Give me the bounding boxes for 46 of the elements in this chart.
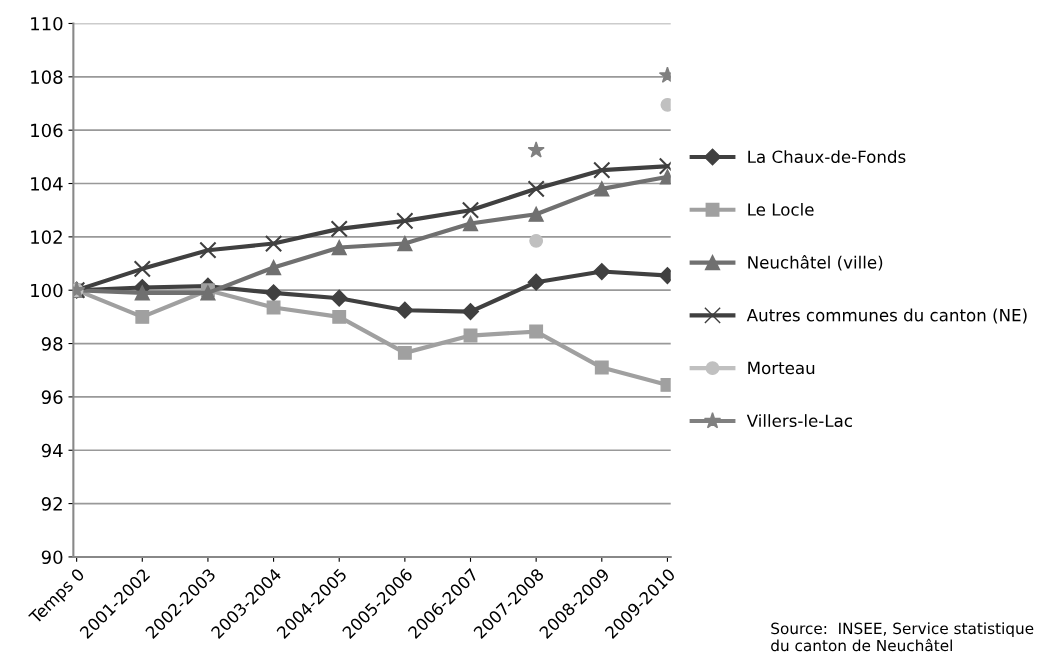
y-tick-label: 94 [41, 443, 63, 458]
point [264, 234, 283, 253]
point [462, 215, 479, 232]
source-note: Source: INSEE, Service statistique du canton de Neuchâtel [771, 622, 1034, 652]
point [593, 161, 611, 179]
point [594, 360, 609, 375]
y-tick-label: 92 [41, 497, 62, 511]
point [461, 302, 480, 321]
y-tick-label: 100 [31, 283, 63, 298]
y-tick-label: 106 [31, 123, 63, 138]
y-tick-label: 98 [41, 337, 63, 351]
point [461, 201, 480, 219]
legend-label: La Chaux-de-Fonds [748, 150, 906, 164]
legend-label: Autres communes du canton (NE) [746, 308, 1027, 324]
legend-label: Neuchâtel (ville) [748, 255, 883, 271]
y-tick-label: 96 [41, 390, 63, 405]
point [527, 273, 545, 291]
legend-label: Morteau [748, 361, 815, 375]
point [265, 259, 282, 276]
point [528, 206, 544, 222]
point [266, 300, 281, 315]
point [660, 97, 671, 112]
point [330, 289, 348, 307]
point [396, 212, 414, 230]
point [397, 345, 412, 360]
y-tick-label: 110 [31, 16, 63, 31]
point [134, 285, 150, 301]
point [332, 309, 347, 324]
point [527, 180, 545, 198]
point [397, 235, 413, 252]
y-tick-label: 90 [41, 550, 63, 565]
y-tick-label: 104 [31, 176, 63, 191]
point [330, 220, 348, 238]
point [135, 309, 150, 324]
point [529, 324, 544, 339]
point [265, 284, 283, 302]
y-tick-label: 108 [31, 70, 63, 84]
point [594, 181, 610, 197]
y-tick-label: 102 [31, 230, 62, 244]
point [396, 301, 414, 319]
point [199, 241, 217, 259]
legend-label: Villers-le-Lac [746, 414, 852, 428]
legend-label: Le Locle [748, 202, 814, 216]
point [593, 262, 611, 281]
point [331, 239, 347, 256]
point [133, 260, 151, 278]
